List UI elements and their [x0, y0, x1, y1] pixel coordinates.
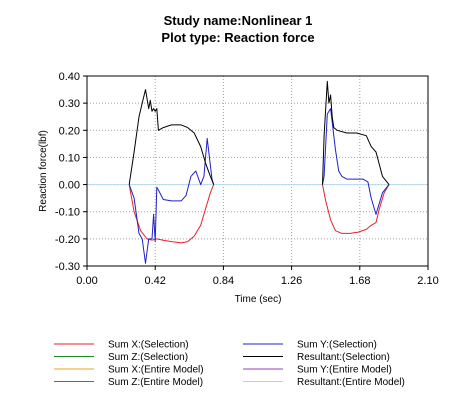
grid-lines	[86, 75, 429, 267]
x-tick-label: 1.26	[281, 275, 302, 287]
data-series	[128, 80, 390, 264]
y-axis-label: Reaction force(lbf)	[38, 130, 49, 212]
chart-title: Study name:Nonlinear 1	[164, 13, 313, 28]
series-line-sum-y-selection--part-2	[322, 108, 390, 215]
plot-frame	[86, 75, 429, 267]
legend-label: Sum X:(Entire Model)	[108, 365, 204, 376]
y-tick-label: 0.10	[59, 152, 80, 164]
x-tick-label: 1.68	[349, 275, 370, 287]
chart-subtitle: Plot type: Reaction force	[161, 30, 314, 45]
y-tick-label: -0.10	[55, 207, 80, 219]
series-line-sum-x-selection--part-1	[128, 184, 215, 244]
y-tick-label: -0.30	[55, 261, 80, 273]
x-axis-label: Time (sec)	[235, 294, 282, 305]
y-tick-label: 0.20	[59, 125, 80, 137]
legend-label: Resultant:(Selection)	[297, 352, 390, 363]
y-tick-label: 0.00	[59, 180, 80, 192]
y-tick-label: 0.30	[59, 98, 80, 110]
y-tick-label: -0.20	[55, 234, 80, 246]
x-tick-label: 0.42	[144, 275, 165, 287]
legend: Sum X:(Selection) Sum Y:(Selection) Sum Z:…	[54, 340, 405, 388]
series-line-resultant-selection--part-1	[128, 89, 215, 185]
series-line-resultant-selection--part-2	[322, 80, 390, 185]
x-tick-label: 0.00	[76, 275, 97, 287]
legend-label: Resultant:(Entire Model)	[297, 377, 405, 388]
legend-label: Sum Z:(Entire Model)	[108, 377, 203, 388]
x-tick-labels: 0.00 0.42 0.84 1.26 1.68 2.10	[76, 266, 439, 287]
y-tick-labels: 0.40 0.30 0.20 0.10 0.00 -0.10 -0.20 -0.30	[55, 71, 87, 273]
legend-label: Sum X:(Selection)	[108, 340, 189, 351]
series-line-sum-y-selection--part-1	[128, 137, 215, 264]
y-tick-label: 0.40	[59, 71, 80, 83]
legend-label: Sum Y:(Entire Model)	[297, 365, 392, 376]
series-line-sum-x-selection--part-2	[322, 184, 390, 234]
x-tick-label: 2.10	[417, 275, 438, 287]
legend-label: Sum Z:(Selection)	[108, 352, 188, 363]
x-tick-label: 0.84	[213, 275, 234, 287]
legend-label: Sum Y:(Selection)	[297, 340, 377, 351]
